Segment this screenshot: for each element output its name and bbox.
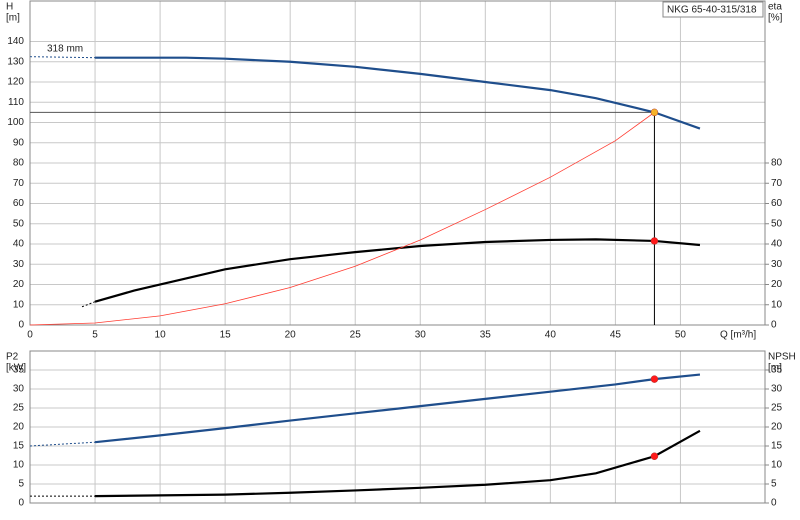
curve	[29, 56, 96, 59]
x-tick-label: 5	[92, 330, 98, 341]
y-tick-label: 130	[7, 56, 24, 67]
y-tick-label: 50	[13, 218, 25, 229]
y-tick-label: 35	[13, 365, 25, 376]
y-tick-label: 5	[18, 479, 24, 490]
curve	[29, 112, 655, 326]
x-tick-label: 25	[350, 330, 362, 341]
x-tick-label: 20	[285, 330, 297, 341]
y2-tick-label: 20	[771, 279, 783, 290]
x-tick-label: 30	[415, 330, 427, 341]
marker	[650, 237, 659, 245]
badge-box	[662, 1, 764, 18]
y-tick-label: 20	[13, 279, 25, 290]
y2-tick-label: 10	[771, 460, 783, 471]
curve	[95, 429, 701, 498]
y-tick-label: 60	[13, 198, 25, 209]
y-tick-label: 10	[13, 460, 25, 471]
y2-tick-label: 25	[771, 403, 783, 414]
x-tick-label: 45	[610, 330, 622, 341]
y-axis-label: P2	[6, 352, 19, 363]
y2-tick-label: 10	[771, 299, 783, 310]
curve	[94, 238, 701, 303]
y-tick-label: 30	[13, 259, 25, 270]
y-tick-label: 15	[13, 441, 25, 452]
y2-tick-label: 30	[771, 259, 783, 270]
x-tick-label: 10	[155, 330, 167, 341]
x-tick-label: 50	[675, 330, 687, 341]
y-tick-label: 20	[13, 422, 25, 433]
curve	[94, 373, 701, 444]
y-tick-label: 100	[7, 117, 24, 128]
badge: NKG 65-40-315/318	[667, 5, 757, 16]
y2-tick-label: 60	[771, 198, 783, 209]
y2-tick-label: 5	[771, 479, 777, 490]
y-tick-label: 40	[13, 239, 25, 250]
plot-frame	[29, 350, 766, 504]
y-axis-label: [kW]	[6, 363, 26, 374]
curve	[29, 441, 96, 447]
x-tick-label: 15	[220, 330, 232, 341]
y2-tick-label: 80	[771, 158, 783, 169]
y2-tick-label: 0	[771, 320, 777, 331]
marker	[650, 375, 659, 383]
y2-axis-label: [%]	[768, 13, 783, 24]
marker	[650, 108, 659, 117]
plot-frame	[29, 0, 766, 326]
y2-tick-label: 40	[771, 239, 783, 250]
y2-tick-label: 50	[771, 218, 783, 229]
x-axis-label: Q [m³/h]	[720, 330, 756, 341]
marker	[650, 452, 659, 461]
y-tick-label: 70	[13, 178, 25, 189]
curve	[95, 56, 701, 130]
x-tick-label: 35	[480, 330, 492, 341]
y2-tick-label: 15	[771, 441, 783, 452]
x-tick-label: 40	[545, 330, 557, 341]
y-tick-label: 30	[13, 384, 25, 395]
y-tick-label: 140	[7, 36, 24, 47]
y-tick-label: 25	[13, 403, 25, 414]
y-tick-label: 110	[8, 97, 24, 108]
y-tick-label: 90	[13, 137, 25, 148]
y-tick-label: 80	[13, 158, 25, 169]
annotation: 318 mm	[47, 43, 83, 54]
y-tick-label: 0	[18, 320, 24, 331]
y2-axis-label: eta	[768, 2, 782, 13]
y2-axis-label: [m]	[768, 363, 782, 374]
y-tick-label: 0	[18, 498, 24, 509]
y-tick-label: 120	[7, 77, 24, 88]
y2-tick-label: 70	[771, 178, 783, 189]
y-tick-label: 10	[13, 299, 25, 310]
y2-tick-label: 20	[771, 422, 783, 433]
y-axis-label: [m]	[6, 13, 20, 24]
y2-tick-label: 0	[771, 498, 777, 509]
curve	[81, 301, 96, 308]
x-tick-label: 0	[27, 330, 33, 341]
y2-tick-label: 35	[771, 365, 783, 376]
y2-tick-label: 30	[771, 384, 783, 395]
y-axis-label: H	[6, 2, 13, 13]
y2-axis-label: NPSH	[768, 352, 796, 363]
